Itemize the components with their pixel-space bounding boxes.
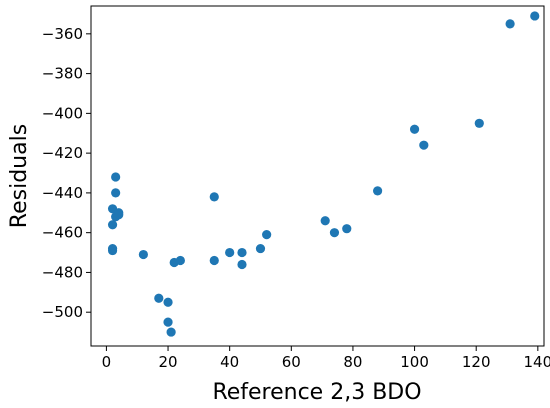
scatter-point	[255, 243, 266, 254]
scatter-point	[474, 118, 484, 128]
y-axis-ticks: −500 −480 −460 −440 −420 −400 −380 −360	[42, 25, 91, 321]
y-tick-label: −500	[42, 303, 83, 321]
scatter-point	[163, 297, 173, 307]
scatter-point	[505, 19, 515, 29]
x-tick-label: 40	[220, 353, 239, 371]
scatter-point	[163, 317, 173, 327]
scatter-point	[114, 210, 124, 220]
scatter-point	[530, 11, 540, 21]
scatter-point	[225, 247, 235, 258]
scatter-point	[237, 259, 247, 270]
y-axis-label: Residuals	[7, 124, 32, 228]
x-tick-label: 0	[102, 353, 112, 371]
data-points	[107, 11, 540, 337]
y-tick-label: −440	[42, 184, 83, 202]
y-tick-label: −460	[42, 224, 83, 242]
scatter-point	[209, 255, 219, 266]
scatter-point	[111, 172, 121, 182]
scatter-point	[138, 249, 148, 260]
scatter-point	[329, 228, 340, 238]
scatter-point	[111, 188, 121, 198]
scatter-point	[166, 327, 176, 337]
x-tick-label: 120	[462, 353, 491, 371]
x-axis-label: Reference 2,3 BDO	[212, 380, 421, 405]
plot-frame	[90, 5, 545, 347]
x-tick-label: 100	[400, 353, 429, 371]
y-tick-label: −360	[42, 25, 83, 43]
scatter-point	[175, 255, 185, 266]
scatter-point	[107, 243, 118, 254]
y-tick-label: −480	[42, 263, 83, 281]
x-tick-label: 60	[282, 353, 301, 371]
scatter-point	[262, 230, 272, 240]
scatter-point	[409, 124, 420, 134]
scatter-point	[154, 293, 164, 303]
x-tick-label: 140	[524, 353, 550, 371]
x-axis-ticks: 0 20 40 60 80 100 120 140	[102, 346, 550, 371]
scatter-point	[320, 216, 330, 226]
y-tick-label: −400	[42, 104, 83, 122]
scatter-point	[107, 220, 118, 230]
scatter-point	[237, 247, 247, 258]
y-tick-label: −380	[42, 65, 83, 83]
x-tick-label: 20	[158, 353, 177, 371]
x-tick-label: 80	[343, 353, 362, 371]
y-tick-label: −420	[42, 144, 83, 162]
scatter-point	[342, 224, 352, 234]
scatter-point	[419, 140, 429, 150]
scatter-point	[372, 186, 383, 196]
scatter-point	[209, 192, 219, 202]
